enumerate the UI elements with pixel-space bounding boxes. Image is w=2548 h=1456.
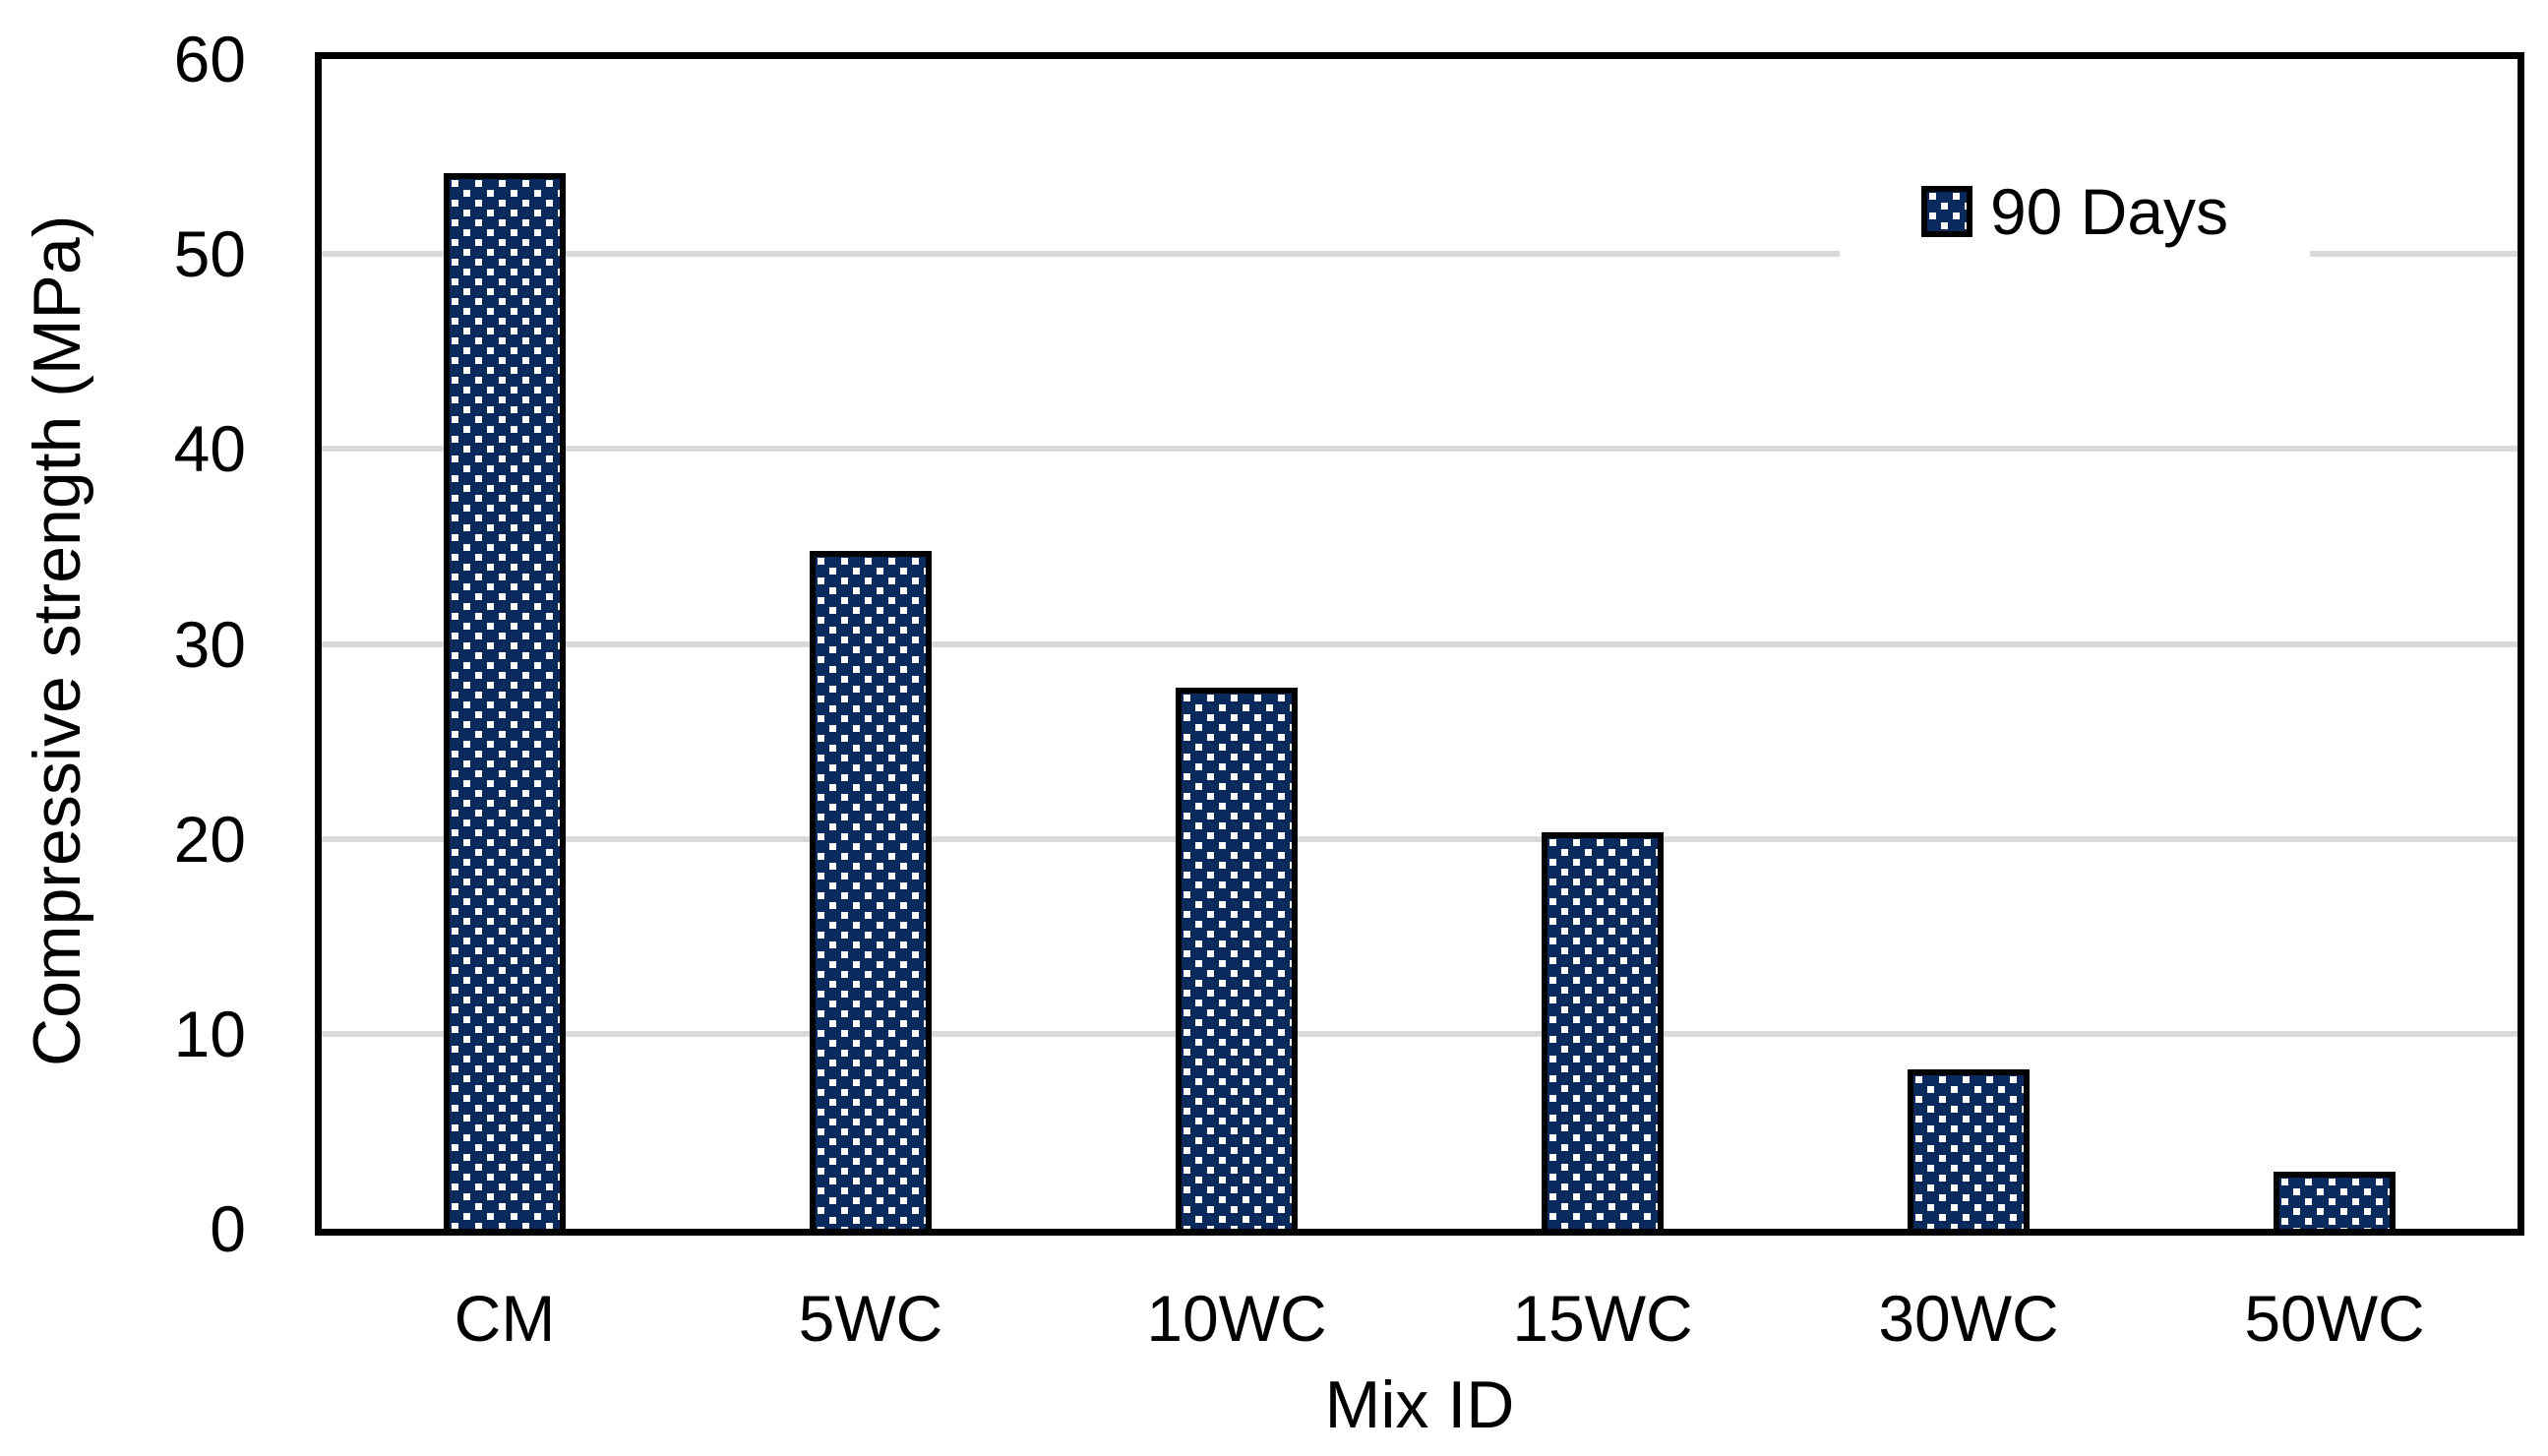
legend-swatch-90-days — [1920, 186, 1972, 237]
bar-10wc — [1176, 688, 1298, 1229]
y-tick-label-10: 10 — [173, 997, 246, 1070]
x-tick-label-15wc: 15WC — [1512, 1282, 1693, 1355]
x-tick-label-10wc: 10WC — [1146, 1282, 1327, 1355]
x-tick-label-5wc: 5WC — [798, 1282, 943, 1355]
legend-label: 90 Days — [1989, 175, 2229, 248]
bar-50wc — [2274, 1172, 2396, 1229]
x-tick-label-30wc: 30WC — [1878, 1282, 2059, 1355]
y-tick-label-30: 30 — [173, 607, 246, 681]
bar-cm — [444, 173, 566, 1229]
bar-30wc — [1908, 1069, 2030, 1229]
bar-5wc — [810, 551, 932, 1229]
x-tick-label-cm: CM — [454, 1282, 556, 1355]
y-tick-label-50: 50 — [173, 217, 246, 291]
gridline-30 — [322, 640, 2518, 647]
y-tick-label-20: 20 — [173, 802, 246, 876]
gridline-50 — [322, 251, 2518, 258]
y-tick-label-60: 60 — [173, 23, 246, 95]
y-tick-label-0: 0 — [210, 1192, 246, 1265]
gridline-20 — [322, 835, 2518, 842]
legend: 90 Days — [1840, 152, 2310, 271]
y-tick-label-40: 40 — [173, 412, 246, 486]
x-tick-label-50wc: 50WC — [2244, 1282, 2425, 1355]
plot-area: 90 Days — [315, 52, 2524, 1236]
gridline-10 — [322, 1030, 2518, 1037]
x-axis-title: Mix ID — [1324, 1367, 1515, 1442]
gridline-40 — [322, 446, 2518, 453]
bar-15wc — [1542, 832, 1664, 1229]
